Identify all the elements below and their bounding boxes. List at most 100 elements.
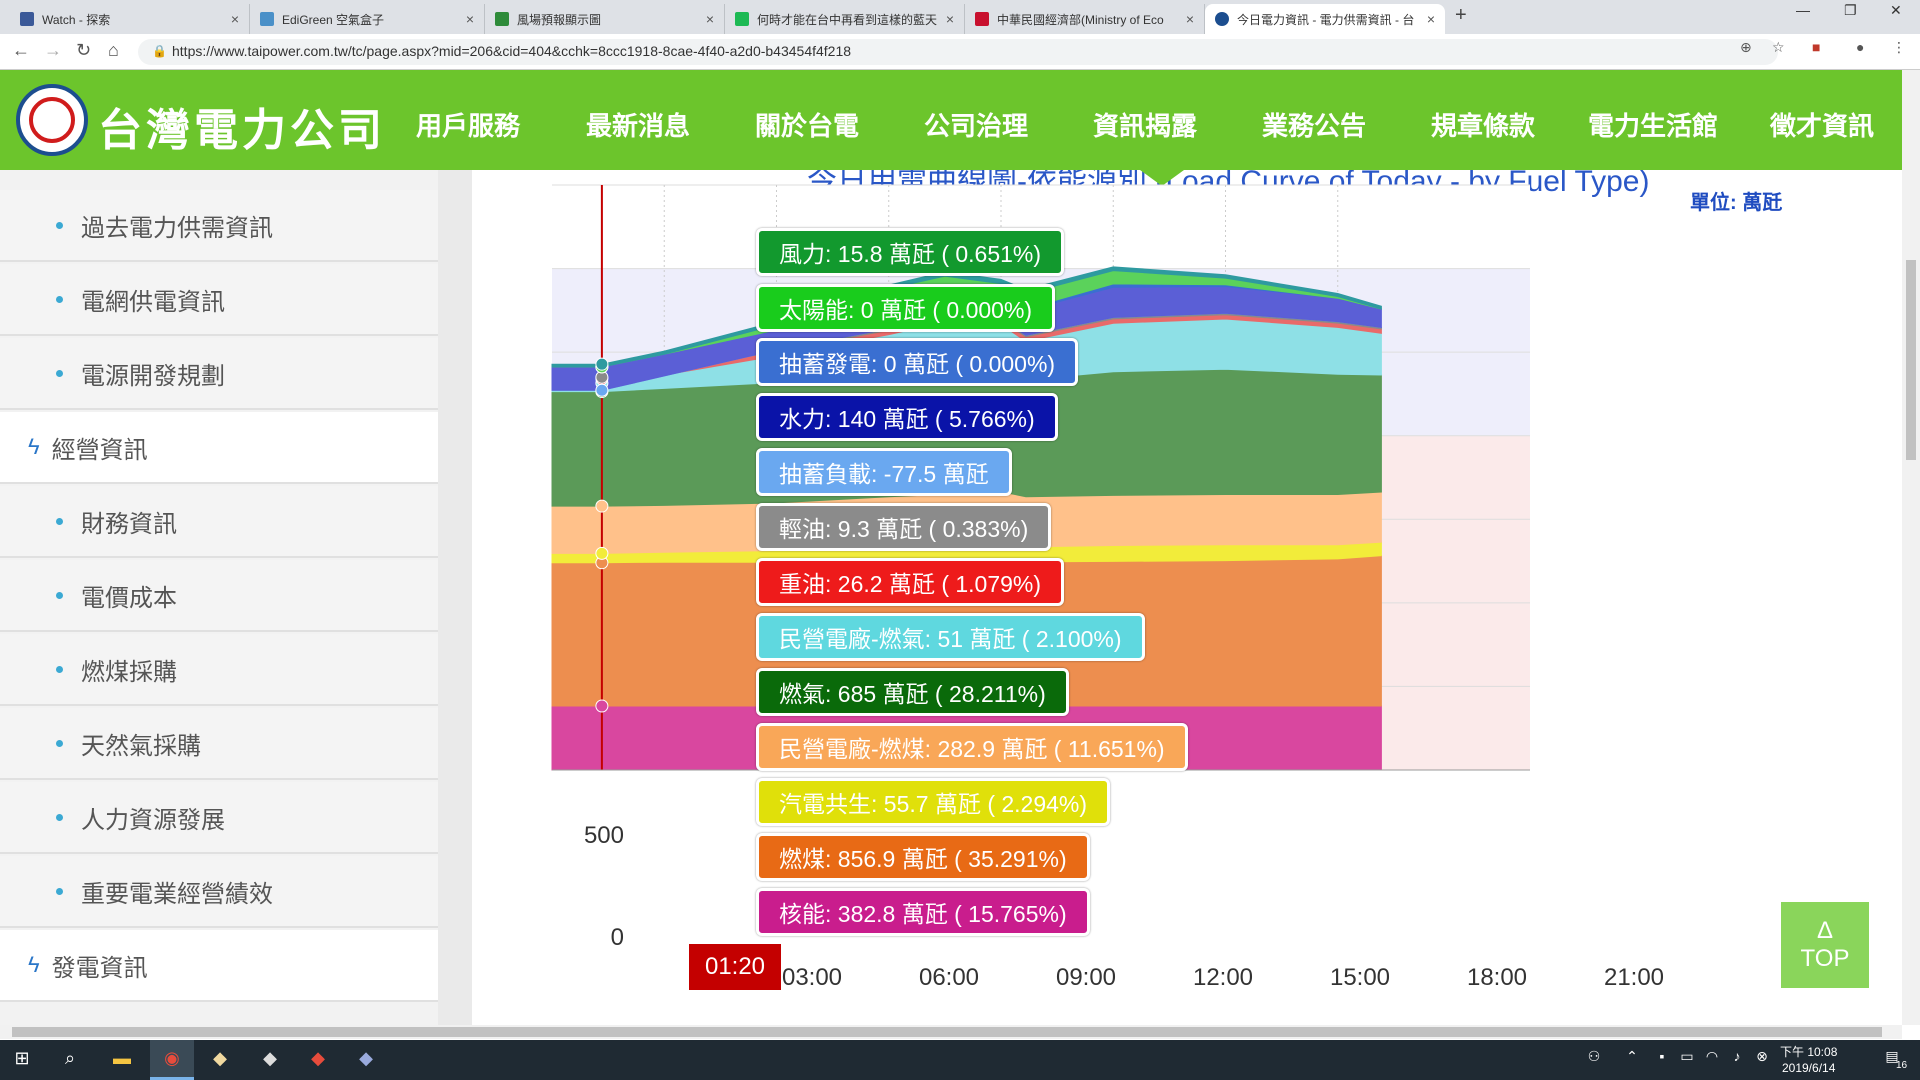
- browser-tab[interactable]: EdiGreen 空氣盒子 ×: [250, 4, 485, 34]
- bullet-icon: [56, 739, 63, 747]
- bullet-icon: [56, 369, 63, 377]
- sidebar-item-label: 財務資訊: [81, 510, 177, 538]
- sidebar-section[interactable]: ϟ 發電資訊: [0, 930, 438, 1002]
- page-icon: [1215, 12, 1229, 26]
- wifi-icon[interactable]: ◠: [1705, 1048, 1719, 1064]
- nav-item[interactable]: 用戶服務: [416, 111, 521, 141]
- nav-item[interactable]: 資訊揭露: [1093, 111, 1198, 141]
- ime-icon[interactable]: ⊗: [1756, 1048, 1768, 1064]
- sidebar-item[interactable]: 電網供電資訊: [0, 264, 438, 336]
- site-logo-text[interactable]: 台灣電力公司: [98, 105, 386, 156]
- app-icon[interactable]: ◆: [213, 1048, 227, 1068]
- x-tick-label: 18:00: [1466, 964, 1528, 991]
- system-clock[interactable]: 下午 10:08 2019/6/14: [1780, 1044, 1837, 1076]
- nav-item[interactable]: 規章條款: [1431, 111, 1536, 141]
- browser-tab[interactable]: 風場預報顯示圖 ×: [485, 4, 725, 34]
- home-icon[interactable]: ⌂: [108, 40, 119, 60]
- close-icon[interactable]: ×: [705, 11, 714, 27]
- chrome-icon[interactable]: ◉: [164, 1048, 180, 1068]
- battery-icon[interactable]: ▭: [1680, 1048, 1694, 1064]
- tooltip-label: 抽蓄負載: -77.5 萬瓩: [779, 461, 989, 487]
- lock-icon: 🔒: [152, 44, 167, 58]
- sidebar-item[interactable]: 電價成本: [0, 560, 438, 632]
- sidebar-item[interactable]: 過去電力供需資訊: [0, 190, 438, 262]
- file-explorer-icon[interactable]: ▬: [113, 1048, 131, 1068]
- zoom-icon[interactable]: ⊕: [1740, 39, 1752, 55]
- sidebar-item[interactable]: 電源開發規劃: [0, 338, 438, 410]
- search-icon[interactable]: ⌕: [64, 1048, 76, 1068]
- windows-start-icon[interactable]: ⊞: [14, 1048, 30, 1068]
- menu-icon[interactable]: ⋮: [1892, 39, 1906, 55]
- tooltip-label: 民營電廠-燃煤: 282.9 萬瓩 ( 11.651%): [779, 736, 1165, 762]
- url-input[interactable]: 🔒 https://www.taipower.com.tw/tc/page.as…: [138, 39, 1778, 65]
- app-icon[interactable]: ◆: [311, 1048, 325, 1068]
- bullet-icon: [56, 295, 63, 303]
- nav-item[interactable]: 公司治理: [924, 111, 1029, 141]
- taipower-logo[interactable]: [16, 84, 88, 156]
- bookmark-star-icon[interactable]: ☆: [1772, 39, 1785, 55]
- nav-item[interactable]: 業務公告: [1262, 111, 1367, 141]
- tooltip-label: 重油: 26.2 萬瓩 ( 1.079%): [779, 571, 1042, 597]
- browser-tab[interactable]: Watch - 探索 ×: [10, 4, 250, 34]
- tab-title: Watch - 探索: [42, 12, 111, 27]
- profile-icon[interactable]: ●: [1856, 39, 1865, 55]
- close-icon[interactable]: ×: [465, 11, 474, 27]
- sidebar-item[interactable]: 財務資訊: [0, 486, 438, 558]
- nav-item[interactable]: 電力生活館: [1588, 111, 1719, 141]
- bullet-icon: [56, 813, 63, 821]
- scroll-thumb[interactable]: [12, 1027, 1882, 1037]
- forward-icon[interactable]: →: [44, 40, 62, 60]
- browser-tab-active[interactable]: 今日電力資訊 - 電力供需資訊 - 台 ×: [1205, 4, 1445, 34]
- back-icon[interactable]: ←: [12, 40, 30, 60]
- site-header: 台灣電力公司 用戶服務 最新消息 關於台電 公司治理 資訊揭露 業務公告 規章條…: [0, 70, 1902, 170]
- volume-icon[interactable]: ♪: [1733, 1048, 1741, 1064]
- x-tick-label: 12:00: [1192, 964, 1254, 991]
- sidebar-item-label: 重要電業經營績效: [81, 880, 273, 908]
- nav-item[interactable]: 最新消息: [586, 111, 691, 141]
- close-icon[interactable]: ×: [1185, 11, 1194, 27]
- people-icon[interactable]: ⚇: [1587, 1048, 1601, 1064]
- restore-icon[interactable]: ❐: [1844, 2, 1857, 18]
- sidebar-item-label: 過去電力供需資訊: [81, 214, 273, 242]
- nav-item[interactable]: 徵才資訊: [1770, 111, 1875, 141]
- chevron-up-icon[interactable]: ⌃: [1626, 1048, 1638, 1064]
- tab-title: 何時才能在台中再看到這樣的藍天: [757, 12, 938, 27]
- sidebar-item[interactable]: 重要電業經營績效: [0, 856, 438, 928]
- tooltip-label: 太陽能: 0 萬瓩 ( 0.000%): [779, 297, 1033, 323]
- tab-title: EdiGreen 空氣盒子: [282, 12, 385, 27]
- sidebar-section[interactable]: ϟ 經營資訊: [0, 412, 438, 484]
- nav-item[interactable]: 關於台電: [755, 111, 860, 141]
- url-text: https://www.taipower.com.tw/tc/page.aspx…: [172, 43, 852, 59]
- horizontal-scrollbar[interactable]: [0, 1025, 1902, 1039]
- new-tab-button[interactable]: +: [1455, 4, 1467, 26]
- tooltip-nuclear: 核能: 382.8 萬瓩 ( 15.765%): [756, 888, 1090, 936]
- reload-icon[interactable]: ↻: [76, 40, 92, 60]
- tooltip-label: 輕油: 9.3 萬瓩 ( 0.383%): [779, 516, 1029, 542]
- sidebar: 過去電力供需資訊 電網供電資訊 電源開發規劃 ϟ 經營資訊 財務資訊 電價成本 燃…: [0, 170, 438, 1025]
- sidebar-item[interactable]: 天然氣採購: [0, 708, 438, 780]
- sidebar-item[interactable]: 燃煤採購: [0, 634, 438, 706]
- tab-title: 今日電力資訊 - 電力供需資訊 - 台: [1237, 12, 1415, 27]
- close-icon[interactable]: ×: [230, 11, 239, 27]
- browser-tab[interactable]: 中華民國經濟部(Ministry of Eco ×: [965, 4, 1205, 34]
- sidebar-section-label: 發電資訊: [51, 954, 148, 982]
- extension-icon[interactable]: ■: [1812, 39, 1821, 55]
- close-icon[interactable]: ×: [1426, 11, 1435, 27]
- minimize-icon[interactable]: —: [1796, 2, 1810, 18]
- sidebar-item[interactable]: 人力資源發展: [0, 782, 438, 854]
- active-app-indicator: [150, 1040, 194, 1080]
- close-window-icon[interactable]: ✕: [1890, 2, 1902, 18]
- sidebar-gutter: [438, 170, 472, 1025]
- app-icon[interactable]: ◆: [359, 1048, 373, 1068]
- app-icon[interactable]: ◆: [263, 1048, 277, 1068]
- bullet-icon: [56, 591, 63, 599]
- load-curve-chart[interactable]: [472, 170, 1902, 1025]
- browser-tab[interactable]: 何時才能在台中再看到這樣的藍天 ×: [725, 4, 965, 34]
- sidebar-item-label: 電網供電資訊: [81, 288, 225, 316]
- back-to-top-button[interactable]: Δ TOP: [1781, 902, 1869, 988]
- scroll-thumb[interactable]: [1906, 260, 1916, 460]
- tray-icon[interactable]: ▪: [1659, 1048, 1665, 1064]
- vertical-scrollbar[interactable]: [1902, 70, 1920, 1025]
- notification-icon[interactable]: ▤: [1885, 1048, 1899, 1064]
- close-icon[interactable]: ×: [945, 11, 954, 27]
